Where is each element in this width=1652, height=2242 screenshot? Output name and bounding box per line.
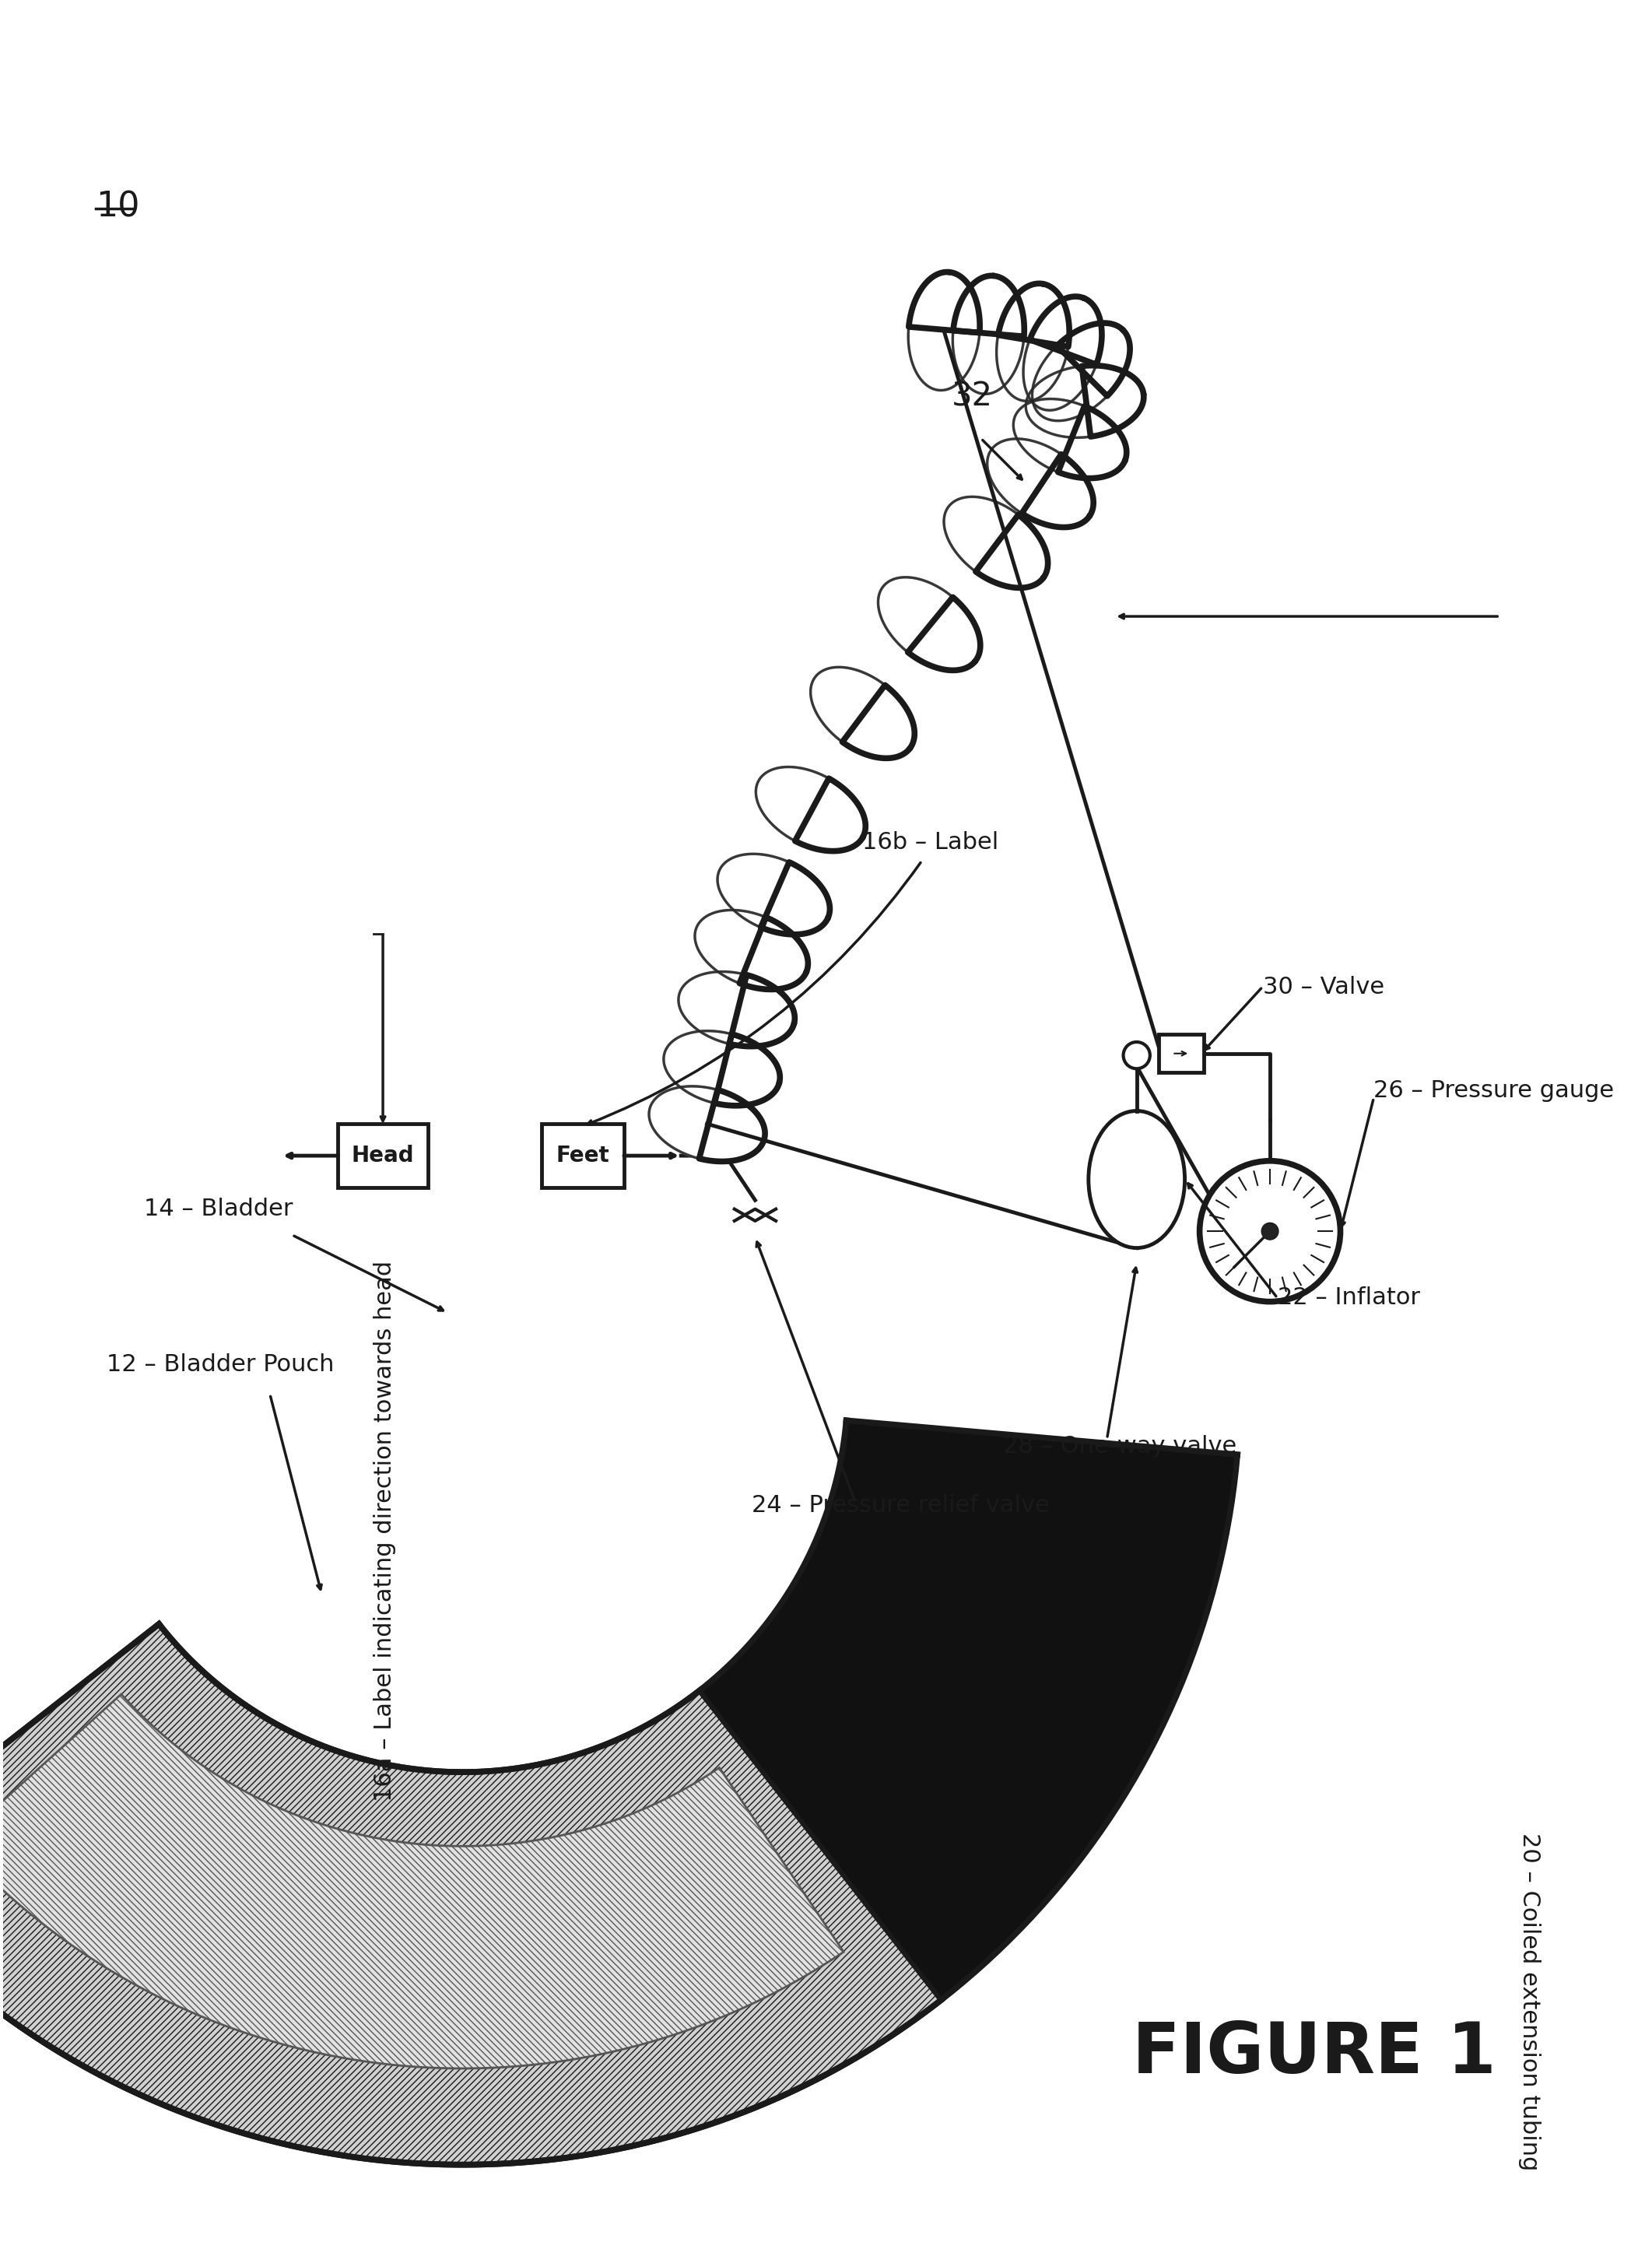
Text: 14 – Bladder: 14 – Bladder (144, 1197, 292, 1220)
Polygon shape (879, 576, 980, 670)
Text: 32: 32 (952, 379, 993, 413)
FancyBboxPatch shape (542, 1123, 624, 1188)
Polygon shape (757, 767, 866, 852)
FancyBboxPatch shape (1158, 1034, 1204, 1072)
Polygon shape (1032, 323, 1130, 421)
Text: 10: 10 (96, 191, 140, 224)
Polygon shape (988, 439, 1094, 527)
Polygon shape (909, 271, 980, 390)
Text: 16b – Label: 16b – Label (862, 832, 999, 854)
Polygon shape (664, 1031, 780, 1105)
Polygon shape (0, 1695, 844, 2069)
Polygon shape (1023, 296, 1102, 410)
Text: 16a – Label indicating direction towards head: 16a – Label indicating direction towards… (373, 1260, 396, 1803)
Text: 28 – One-way valve: 28 – One-way valve (1003, 1435, 1237, 1457)
Text: 20 – Coiled extension tubing: 20 – Coiled extension tubing (1518, 1832, 1541, 2170)
Text: FIGURE 1: FIGURE 1 (1132, 2020, 1497, 2087)
Text: 26 – Pressure gauge: 26 – Pressure gauge (1374, 1078, 1614, 1101)
Polygon shape (649, 1087, 765, 1161)
Polygon shape (0, 1623, 942, 2166)
Polygon shape (1026, 365, 1143, 437)
Text: 24 – Pressure relief valve: 24 – Pressure relief valve (752, 1493, 1049, 1516)
Circle shape (1123, 1043, 1150, 1069)
Circle shape (1199, 1161, 1340, 1303)
Text: Feet: Feet (557, 1146, 610, 1166)
Polygon shape (811, 668, 915, 758)
Polygon shape (953, 276, 1024, 395)
Text: 12 – Bladder Pouch: 12 – Bladder Pouch (107, 1354, 335, 1377)
Polygon shape (695, 910, 808, 989)
Text: Head: Head (352, 1146, 415, 1166)
Ellipse shape (1089, 1110, 1184, 1249)
Text: 22 – Inflator: 22 – Inflator (1277, 1287, 1419, 1309)
Polygon shape (1013, 399, 1127, 478)
FancyBboxPatch shape (339, 1123, 428, 1188)
Text: 30 – Valve: 30 – Valve (1262, 975, 1384, 998)
Polygon shape (679, 971, 795, 1047)
Polygon shape (996, 282, 1069, 401)
Polygon shape (700, 1421, 1237, 2000)
Circle shape (1262, 1222, 1279, 1240)
Polygon shape (943, 498, 1047, 587)
Polygon shape (717, 854, 829, 935)
